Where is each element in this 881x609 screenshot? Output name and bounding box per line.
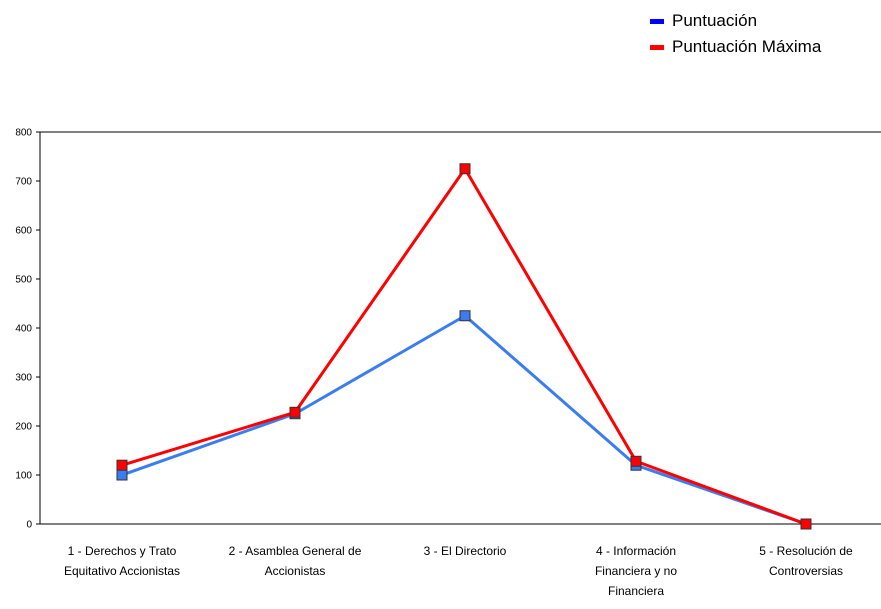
x-category-label: 5 - Resolución de Controversias (759, 544, 853, 578)
y-tick-label: 600 (15, 226, 32, 237)
x-category-label: 1 - Derechos y Trato Equitativo Accionist… (64, 544, 180, 578)
series-lines (121, 167, 807, 526)
x-category-label: 2 - Asamblea General de Accionistas (229, 544, 362, 578)
series-marker (459, 163, 471, 175)
x-axis-labels: 1 - Derechos y Trato Equitativo Accionist… (64, 544, 853, 598)
legend: Puntuación Puntuación Máxima (650, 11, 822, 56)
series-marker (459, 310, 471, 322)
y-tick-label: 100 (15, 471, 32, 482)
legend-label: Puntuación Máxima (672, 37, 822, 56)
y-tick-label: 300 (15, 373, 32, 384)
series-marker (800, 518, 812, 530)
legend-label: Puntuación (672, 11, 757, 30)
series-marker (116, 459, 128, 471)
series-marker (116, 469, 128, 481)
y-tick-label: 400 (15, 324, 32, 335)
legend-swatch (650, 45, 664, 50)
series-line (121, 314, 807, 526)
y-tick-label: 500 (15, 275, 32, 286)
y-tick-label: 200 (15, 422, 32, 433)
legend-swatch (650, 19, 664, 24)
x-category-label: 3 - El Directorio (424, 544, 507, 558)
series-markers (116, 163, 812, 530)
y-tick-label: 0 (26, 520, 32, 531)
x-category-label: 4 - Información Financiera y no Financiera (595, 544, 677, 598)
chart-axes (39, 131, 881, 525)
y-tick-label: 800 (15, 128, 32, 139)
series-line (121, 167, 807, 526)
y-axis-ticks: 0 100 200 300 400 500 600 700 800 (15, 128, 40, 531)
y-tick-label: 700 (15, 177, 32, 188)
series-marker (630, 455, 642, 467)
series-marker (289, 406, 301, 418)
